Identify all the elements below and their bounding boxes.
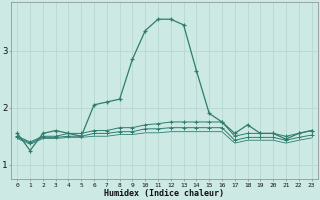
- X-axis label: Humidex (Indice chaleur): Humidex (Indice chaleur): [104, 189, 224, 198]
